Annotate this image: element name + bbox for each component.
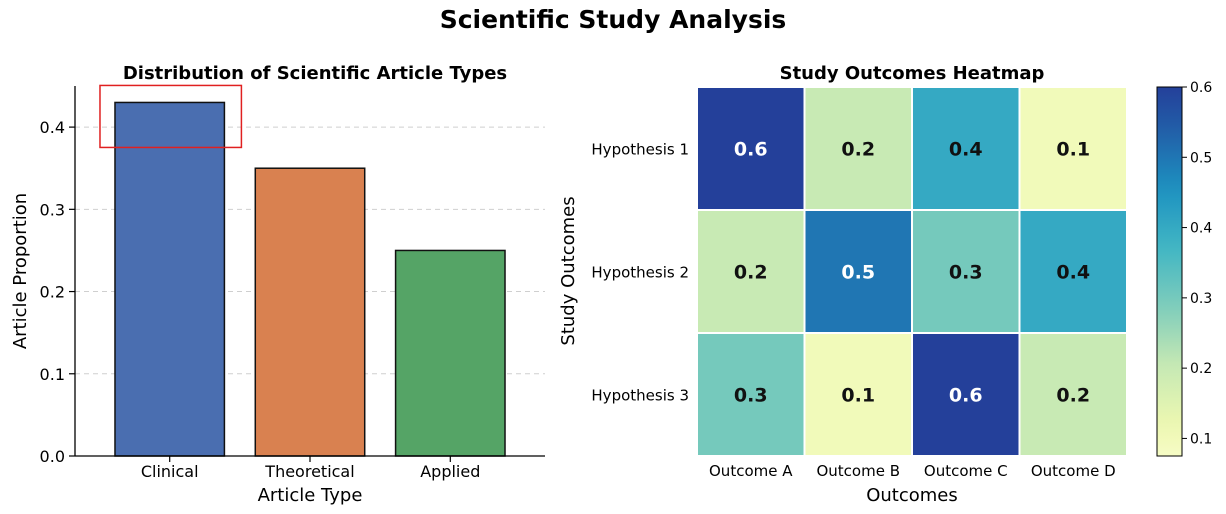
- bar-x-tick-label: Applied: [420, 462, 480, 481]
- colorbar-tick-label: 0.4: [1190, 221, 1212, 237]
- bar-y-tick-label: 0.2: [40, 283, 65, 302]
- heatmap-cell-label: 0.2: [841, 139, 875, 161]
- heatmap-column-label: Outcome B: [816, 462, 900, 480]
- heatmap-row-label: Hypothesis 1: [591, 141, 689, 159]
- bar-theoretical: [254, 167, 366, 457]
- bar-y-axis-label: Article Proportion: [10, 193, 31, 349]
- bar-bars: [114, 101, 506, 457]
- heatmap-cell-label: 0.3: [734, 385, 768, 407]
- heatmap-cell-label: 0.2: [734, 262, 768, 284]
- heatmap-row-label: Hypothesis 2: [591, 264, 689, 282]
- heatmap-cell: [911, 332, 1021, 457]
- colorbar-tick-label: 0.1: [1190, 431, 1212, 447]
- bar-y-tick-label: 0.3: [40, 200, 65, 219]
- colorbar-tick-label: 0.3: [1190, 291, 1212, 307]
- colorbar-ticks: 0.1 0.2 0.3 0.4 0.5 0.6: [1182, 80, 1212, 447]
- heatmap-column-label: Outcome A: [709, 462, 793, 480]
- colorbar: [1156, 86, 1183, 457]
- bar-y-tick-label: 0.4: [40, 118, 65, 137]
- heatmap-cell: [911, 86, 1021, 211]
- bar-x-axis-label: Article Type: [258, 485, 363, 506]
- bar-x-ticks: Clinical Theoretical Applied: [141, 456, 480, 481]
- heatmap-cell: [1018, 209, 1128, 334]
- heatmap-cell: [911, 209, 1021, 334]
- heatmap-title: Study Outcomes Heatmap: [780, 63, 1045, 84]
- heatmap-cell-label: 0.4: [1056, 262, 1090, 284]
- heatmap-x-axis-label: Outcomes: [866, 485, 958, 506]
- bar-x-tick-label: Clinical: [141, 462, 199, 481]
- heatmap-cell-label: 0.2: [1056, 385, 1090, 407]
- heatmap-y-axis-label: Study Outcomes: [558, 196, 579, 345]
- heatmap-row-labels: Hypothesis 1 Hypothesis 2 Hypothesis 3: [591, 141, 689, 405]
- heatmap-column-labels: Outcome A Outcome B Outcome C Outcome D: [709, 462, 1116, 480]
- heatmap-cells: 0.6 0.2 0.4 0.1 0.2 0.5 0.3 0.4 0.3 0.1 0.6 0.2: [696, 86, 1128, 457]
- bar-y-tick-label: 0.1: [40, 365, 65, 384]
- heatmap-cell: [803, 332, 913, 457]
- heatmap-cell-label: 0.1: [841, 385, 875, 407]
- bar-chart: Distribution of Scientific Article Types…: [10, 63, 545, 506]
- colorbar-tick-label: 0.6: [1190, 80, 1212, 96]
- bar-applied: [394, 249, 506, 457]
- bar-y-tick-label: 0.0: [40, 447, 65, 466]
- bar-chart-title: Distribution of Scientific Article Types: [123, 63, 507, 84]
- bar-clinical: [114, 101, 226, 457]
- heatmap-cell-label: 0.3: [949, 262, 983, 284]
- highlight-box: [99, 84, 243, 149]
- heatmap-row-label: Hypothesis 3: [591, 387, 689, 405]
- heatmap-cell-label: 0.1: [1056, 139, 1090, 161]
- colorbar-tick-label: 0.5: [1190, 150, 1212, 166]
- heatmap-cell: [1018, 332, 1128, 457]
- heatmap-cell-label: 0.4: [949, 139, 983, 161]
- heatmap-cell-label: 0.6: [734, 139, 768, 161]
- heatmap-column-label: Outcome D: [1031, 462, 1116, 480]
- colorbar-tick-label: 0.2: [1190, 361, 1212, 377]
- heatmap-cell-label: 0.5: [841, 262, 875, 284]
- heatmap-cell: [1018, 86, 1128, 211]
- heatmap-chart: Study Outcomes Heatmap 0.6 0.2 0.4 0.10.2 0.…: [558, 63, 1212, 506]
- heatmap-column-label: Outcome C: [924, 462, 1008, 480]
- heatmap-cell: [803, 209, 913, 334]
- figure-title: Scientific Study Analysis: [440, 5, 787, 34]
- bar-y-ticks: 0.0 0.1 0.2 0.3 0.4: [40, 118, 75, 466]
- heatmap-cell-label: 0.6: [949, 385, 983, 407]
- bar-x-tick-label: Theoretical: [264, 462, 354, 481]
